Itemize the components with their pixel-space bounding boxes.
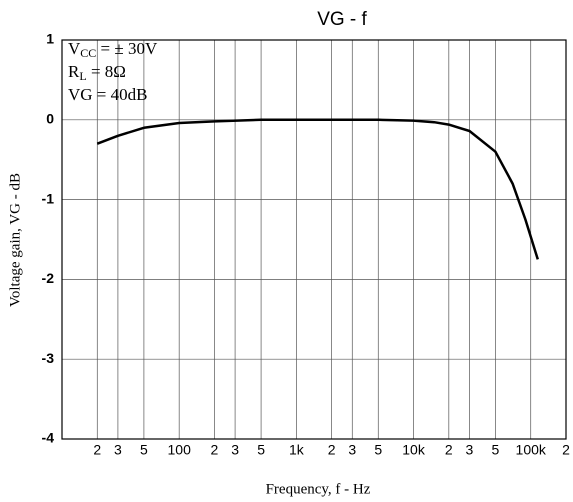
x-tick-label: 2	[211, 442, 219, 458]
annotation-base: R	[68, 62, 80, 81]
y-tick-label: 1	[46, 31, 54, 47]
x-tick-label: 2	[93, 442, 101, 458]
x-tick-label: 3	[466, 442, 474, 458]
annotation: VG = 40dB	[68, 85, 147, 104]
x-tick-label: 5	[257, 442, 265, 458]
plot-frame	[61, 39, 567, 440]
x-tick-label: 1k	[289, 442, 305, 458]
annotation-base: VG = 40dB	[68, 85, 147, 104]
y-tick-label: 0	[46, 111, 54, 127]
x-tick-label: 5	[140, 442, 148, 458]
x-tick-label: 5	[492, 442, 500, 458]
x-tick-label: 10k	[402, 442, 426, 458]
x-tick-label: 2	[328, 442, 336, 458]
x-tick-label: 3	[114, 442, 122, 458]
x-tick-label: 100k	[516, 442, 547, 458]
annotation-base: V	[68, 39, 81, 58]
x-tick-label: 2	[562, 442, 570, 458]
annotation-rest: = ± 30V	[96, 39, 158, 58]
curve	[96, 118, 539, 260]
annotation-sub: CC	[80, 46, 96, 60]
x-tick-label: 3	[348, 442, 356, 458]
x-tick-label: 100	[168, 442, 192, 458]
annotation-rest: = 8Ω	[87, 62, 126, 81]
x-tick-label: 3	[231, 442, 239, 458]
y-tick-label: -2	[42, 270, 55, 286]
y-tick-label: -1	[42, 190, 55, 206]
x-axis-label: Frequency, f - Hz	[266, 481, 371, 497]
y-tick-label: -4	[42, 430, 55, 446]
annotation: RL = 8Ω	[68, 62, 126, 83]
annotation-sub: L	[79, 69, 86, 83]
y-axis-label: Voltage gain, VG - dB	[7, 173, 23, 307]
x-tick-label: 5	[374, 442, 382, 458]
chart-title: VG - f	[317, 9, 367, 30]
annotation: VCC = ± 30V	[68, 39, 158, 60]
y-tick-label: -3	[42, 350, 55, 366]
x-tick-label: 2	[445, 442, 453, 458]
